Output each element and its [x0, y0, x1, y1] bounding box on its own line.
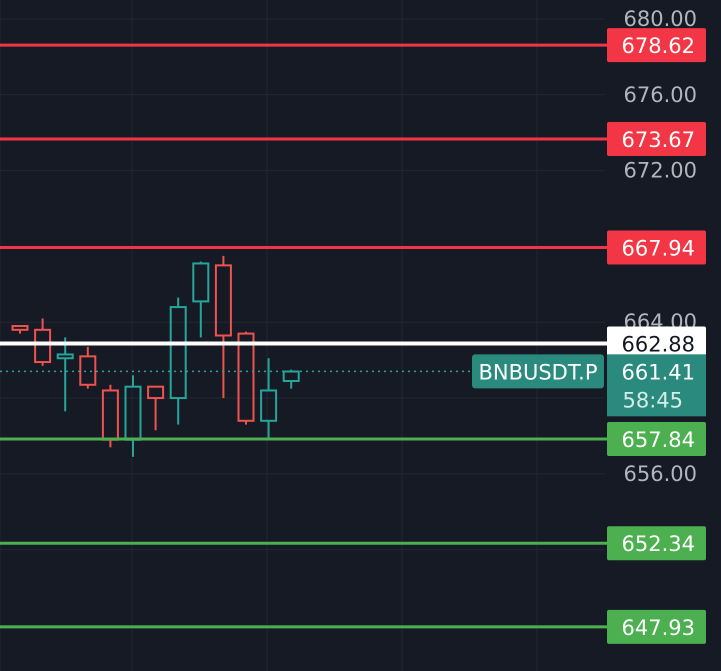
candlestick-series: [11, 255, 300, 457]
candle-countdown-label: 58:45: [622, 388, 683, 412]
level-price-badge: [607, 121, 706, 156]
level-price-badge: [607, 526, 706, 561]
level-line-level[interactable]: 662.88: [0, 326, 706, 361]
symbol-badge: BNBUSDT.P: [472, 354, 604, 389]
candle-body: [11, 325, 29, 331]
level-price-label: 678.62: [622, 34, 695, 58]
candle: [282, 369, 300, 389]
candle-body: [34, 328, 52, 364]
level-price-label: 647.93: [622, 616, 695, 640]
candle-body: [147, 385, 165, 400]
level-line-support[interactable]: 647.93: [0, 609, 706, 644]
level-line-resistance[interactable]: 673.67: [0, 121, 706, 156]
candle: [56, 337, 74, 412]
candle-body: [282, 370, 300, 382]
candle: [124, 375, 142, 457]
candle: [192, 261, 210, 338]
price-tick-label: 672.00: [624, 159, 697, 183]
level-price-label: 652.34: [622, 532, 695, 556]
candle-body: [56, 353, 74, 360]
level-price-label: 667.94: [622, 237, 695, 261]
candle: [34, 318, 52, 366]
horizontal-levels[interactable]: 678.62 673.67 667.94 662.88 657.84 652.34 647.…: [0, 28, 706, 644]
level-price-label: 673.67: [622, 128, 695, 152]
symbol-label: BNBUSDT.P: [478, 360, 597, 384]
price-tick-label: 656.00: [624, 462, 697, 486]
level-line-resistance[interactable]: 667.94: [0, 230, 706, 265]
level-price-badge: [607, 230, 706, 265]
level-line-resistance[interactable]: 678.62: [0, 28, 706, 63]
candle-body: [124, 385, 142, 441]
price-tick-label: 680.00: [624, 7, 697, 31]
candle-body: [192, 262, 210, 303]
level-price-badge: [607, 609, 706, 644]
candle: [79, 346, 97, 389]
candle: [260, 358, 278, 438]
level-price-badge: [607, 28, 706, 63]
symbol-badge-background: [472, 354, 604, 389]
level-price-badge: [607, 326, 706, 361]
last-price-label: 661.41: [622, 360, 695, 384]
candle: [169, 297, 187, 425]
level-line-support[interactable]: 657.84: [0, 421, 706, 456]
price-tick-label: 676.00: [624, 83, 697, 107]
candle-body: [237, 332, 255, 422]
candle: [11, 325, 29, 334]
last-price-badge: 661.41 58:45: [607, 354, 706, 417]
level-line-support[interactable]: 652.34: [0, 526, 706, 561]
candle-body: [260, 389, 278, 422]
candle: [214, 255, 232, 399]
level-price-badge: [607, 421, 706, 456]
last-price-badge-background: [607, 354, 706, 417]
candle-body: [169, 306, 187, 400]
level-price-label: 662.88: [622, 332, 695, 356]
chart-grid: [0, 0, 605, 671]
candle-body: [79, 355, 97, 386]
candle: [147, 385, 165, 431]
candle: [237, 331, 255, 425]
level-price-label: 657.84: [622, 428, 695, 452]
candle-body: [214, 264, 232, 337]
